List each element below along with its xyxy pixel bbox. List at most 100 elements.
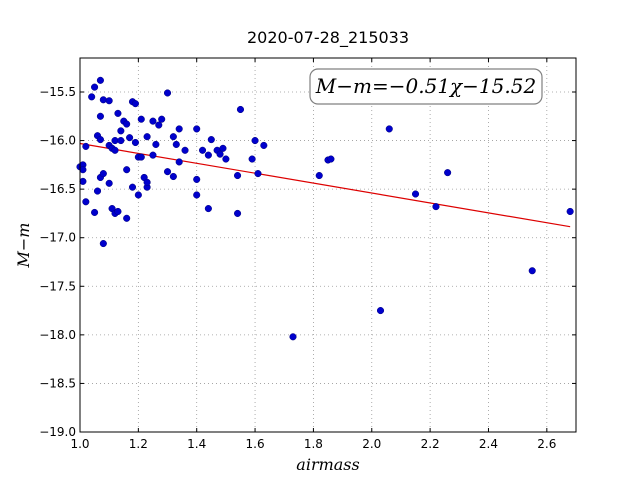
data-point <box>123 120 131 128</box>
data-point <box>251 137 259 145</box>
data-point <box>96 112 104 120</box>
x-tick-label: 1.0 <box>70 437 89 451</box>
data-point <box>96 136 104 144</box>
data-point <box>207 136 215 144</box>
data-point <box>163 168 172 176</box>
data-point <box>175 158 183 166</box>
y-tick-label: −16.0 <box>39 134 76 148</box>
data-point <box>315 171 323 180</box>
data-point <box>79 177 87 185</box>
equation-text: M−m=−0.51χ−15.52 <box>315 74 536 98</box>
data-point <box>137 115 145 123</box>
data-point <box>152 140 160 149</box>
data-point <box>376 307 385 315</box>
y-tick-label: −15.5 <box>39 85 76 99</box>
data-point <box>234 171 242 180</box>
data-point <box>155 121 163 129</box>
x-tick-label: 1.8 <box>304 437 323 451</box>
data-point <box>123 214 131 222</box>
data-point <box>149 117 157 125</box>
data-point <box>99 170 107 178</box>
data-point <box>149 151 157 159</box>
data-point <box>158 115 166 123</box>
data-point <box>126 134 134 142</box>
data-point <box>131 138 139 147</box>
data-point <box>134 191 142 199</box>
data-point <box>91 83 99 91</box>
data-point <box>411 190 420 198</box>
y-tick-label: −17.5 <box>39 279 76 293</box>
data-point <box>117 137 125 145</box>
y-axis-ticks: −15.5 −16.0 −16.5 −17.0 −17.5 −18.0 −18.5 −19.0 <box>39 85 576 439</box>
data-point <box>222 155 230 163</box>
data-point <box>99 96 107 104</box>
data-point <box>143 133 151 141</box>
data-point <box>105 97 113 105</box>
x-tick-label: 2.4 <box>479 437 498 451</box>
y-tick-label: −16.5 <box>39 182 76 196</box>
data-point <box>385 125 393 133</box>
points-group <box>76 76 574 341</box>
data-point <box>128 183 137 191</box>
data-point <box>172 140 180 149</box>
data-point <box>88 93 96 101</box>
plot-frame <box>79 57 577 433</box>
data-point <box>91 208 99 217</box>
data-point <box>219 144 227 152</box>
x-tick-label: 2.2 <box>421 437 440 451</box>
data-point <box>236 105 245 114</box>
equation-box-frame <box>309 68 543 105</box>
y-tick-label: −18.0 <box>39 328 76 342</box>
data-point <box>79 166 87 174</box>
data-point <box>175 125 183 133</box>
data-point <box>82 198 90 206</box>
data-point <box>131 100 139 108</box>
y-tick-label: −19.0 <box>39 425 76 439</box>
data-point <box>216 150 224 158</box>
x-tick-label: 1.2 <box>129 437 148 451</box>
grid <box>79 58 576 433</box>
data-point <box>260 141 268 149</box>
fit-line <box>79 142 571 228</box>
data-point <box>143 178 151 186</box>
data-point <box>93 187 102 195</box>
data-point <box>114 207 122 216</box>
data-point <box>248 155 256 163</box>
data-point <box>123 166 131 174</box>
data-point <box>82 142 90 150</box>
data-point <box>327 155 335 163</box>
data-point <box>204 151 212 159</box>
data-point <box>96 76 104 84</box>
x-axis-label: airmass <box>296 455 359 474</box>
data-point <box>193 175 201 183</box>
data-point <box>117 127 125 135</box>
x-tick-label: 2.6 <box>537 437 556 451</box>
data-point <box>163 89 172 97</box>
data-point <box>193 125 201 133</box>
y-axis-label: M−m <box>14 223 33 269</box>
data-point <box>169 133 177 141</box>
data-point <box>169 172 177 181</box>
data-point <box>254 170 262 178</box>
data-point <box>566 207 574 216</box>
data-point <box>105 179 113 187</box>
data-point <box>444 169 452 177</box>
data-point <box>528 267 536 275</box>
fit-line-group <box>79 142 571 228</box>
data-point <box>181 146 189 154</box>
x-tick-label: 1.4 <box>187 437 206 451</box>
data-point <box>432 203 440 211</box>
x-tick-label: 2.0 <box>362 437 381 451</box>
chart-title: 2020-07-28_215033 <box>247 28 409 48</box>
data-point <box>204 205 212 213</box>
data-point <box>99 239 107 248</box>
data-point <box>193 191 201 199</box>
x-tick-label: 1.6 <box>246 437 265 451</box>
data-point <box>234 209 242 217</box>
data-point <box>111 146 119 154</box>
y-tick-label: −18.5 <box>39 376 76 390</box>
data-point <box>137 153 145 161</box>
x-axis-ticks: 1.0 1.2 1.4 1.6 1.8 2.0 2.2 2.4 2.6 <box>70 58 556 451</box>
data-point <box>114 109 122 117</box>
